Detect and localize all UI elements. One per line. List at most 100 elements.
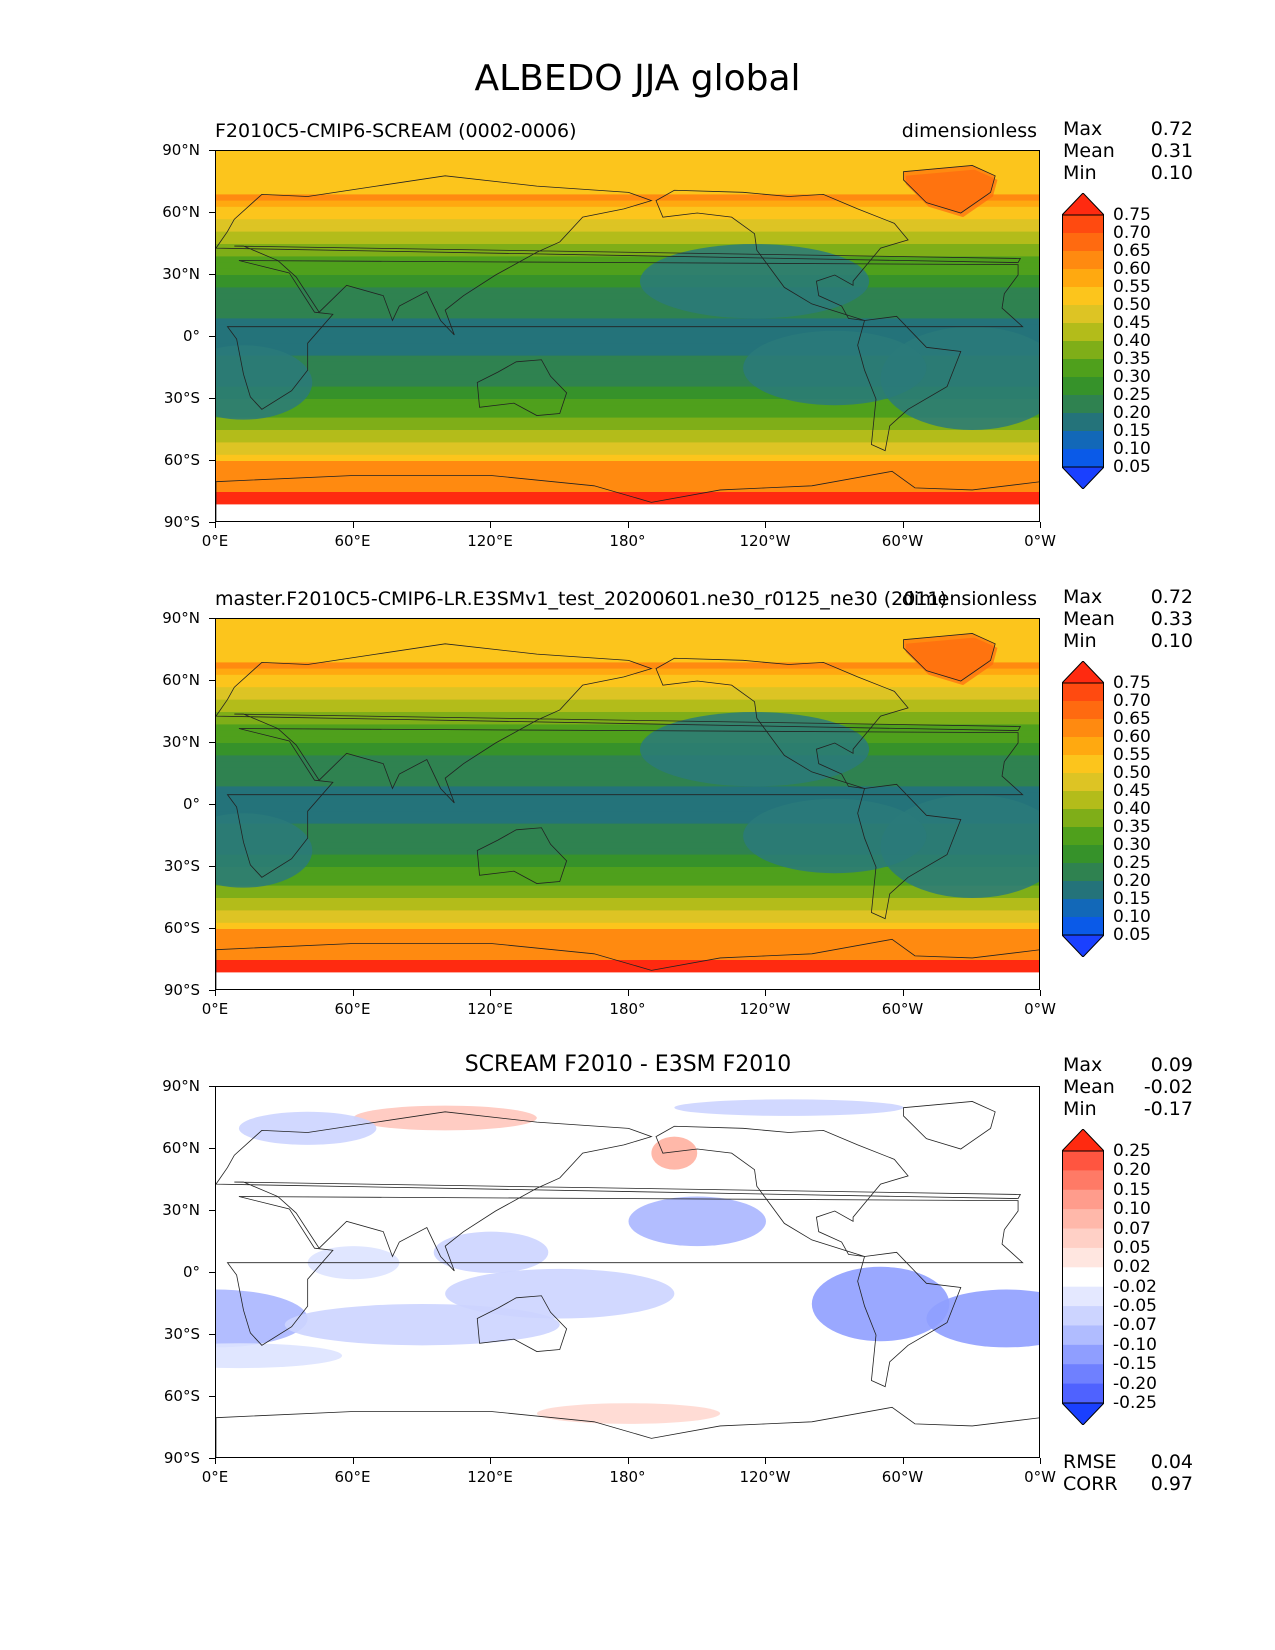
colorbar-tick-label: 0.35 xyxy=(1113,349,1151,369)
colorbar-tick-label: 0.70 xyxy=(1113,223,1151,243)
map-plot-area xyxy=(215,150,1040,522)
colorbar-tick-label: 0.75 xyxy=(1113,205,1151,225)
colorbar-tick-label: 0.20 xyxy=(1113,403,1151,423)
colorbar-tick-label: 0.65 xyxy=(1113,709,1151,729)
map-svg xyxy=(216,1087,1039,1457)
stat-label: CORR xyxy=(1063,1473,1118,1495)
lat-tick-label: 30°N xyxy=(162,265,200,283)
lon-tick xyxy=(902,990,904,996)
lat-tick xyxy=(209,1458,215,1459)
colorbar-tick-label: 0.02 xyxy=(1113,1257,1151,1278)
map-panel-difference: SCREAM F2010 - E3SM F2010 xyxy=(0,1052,1275,1496)
stat-label: Mean xyxy=(1063,140,1115,162)
lon-tick xyxy=(765,1458,766,1464)
map-panel-test: F2010C5-CMIP6-SCREAM (0002-0006) dimensi… xyxy=(0,120,1275,560)
lat-tick xyxy=(209,742,215,743)
lon-tick-label: 0°E xyxy=(201,1468,229,1486)
lat-tick-label: 30°N xyxy=(162,1201,200,1219)
lat-tick-label: 90°N xyxy=(162,1077,200,1095)
stat-value: 0.10 xyxy=(1150,630,1193,652)
lon-tick xyxy=(490,990,491,996)
lat-tick-label: 60°S xyxy=(163,919,200,937)
stat-row: Min 0.10 xyxy=(1063,630,1193,652)
lat-tick xyxy=(209,336,215,337)
stat-label: RMSE xyxy=(1063,1451,1117,1473)
colorbar-tick-label: -0.02 xyxy=(1113,1276,1157,1297)
stat-label: Max xyxy=(1063,586,1103,608)
lat-tick xyxy=(209,928,215,929)
figure-title: ALBEDO JJA global xyxy=(474,58,801,99)
lat-tick-label: 90°S xyxy=(163,981,200,999)
lon-tick xyxy=(1040,1458,1041,1464)
panel-units: dimensionless xyxy=(901,120,1037,142)
lat-tick-label: 30°N xyxy=(162,733,200,751)
panel-center-title: SCREAM F2010 - E3SM F2010 xyxy=(464,1052,792,1077)
colorbar-tick-label: 0.55 xyxy=(1113,277,1151,297)
colorbar-tick-label: -0.15 xyxy=(1113,1354,1157,1375)
lat-tick xyxy=(209,150,215,151)
lat-tick-label: 30°S xyxy=(163,389,200,407)
stat-row: Min 0.10 xyxy=(1063,162,1193,184)
stat-row: Min -0.17 xyxy=(1063,1098,1193,1120)
colorbar-tick-label: -0.10 xyxy=(1113,1334,1157,1355)
colorbar-tick-label: 0.05 xyxy=(1113,457,1151,477)
stat-value: 0.97 xyxy=(1150,1473,1193,1495)
lon-tick xyxy=(352,990,354,996)
lat-tick xyxy=(209,804,215,805)
lat-tick-label: 90°N xyxy=(162,141,200,159)
lat-tick xyxy=(209,460,215,461)
lon-tick-label: 120°W xyxy=(739,532,791,550)
footer-stat-row: CORR 0.97 xyxy=(1063,1473,1193,1495)
lon-tick-label: 120°W xyxy=(739,1000,791,1018)
lat-tick xyxy=(209,680,215,681)
stat-label: Max xyxy=(1063,118,1103,140)
lon-tick-label: 180° xyxy=(609,1000,646,1018)
lat-tick-label: 60°S xyxy=(163,451,200,469)
colorbar-tick-label: 0.25 xyxy=(1113,1141,1151,1161)
colorbar-tick-label: 0.15 xyxy=(1113,889,1151,909)
stat-value: 0.72 xyxy=(1150,586,1193,608)
lon-tick xyxy=(627,990,629,996)
colorbar-tick-label: 0.10 xyxy=(1113,1199,1151,1220)
colorbar xyxy=(1060,192,1106,490)
colorbar-tick-label: 0.60 xyxy=(1113,727,1151,747)
stat-value: 0.72 xyxy=(1150,118,1193,140)
map-plot-area xyxy=(215,618,1040,990)
lon-tick xyxy=(1040,522,1041,528)
colorbar-tick-label: 0.05 xyxy=(1113,925,1151,945)
lon-tick-label: 60°E xyxy=(334,532,371,550)
colorbar-tick-label: 0.20 xyxy=(1113,871,1151,891)
stat-row: Max 0.09 xyxy=(1063,1054,1193,1076)
lon-tick xyxy=(215,990,216,996)
colorbar-tick-label: 0.50 xyxy=(1113,295,1151,315)
lon-tick-label: 60°W xyxy=(881,1468,924,1486)
lat-tick xyxy=(209,212,215,213)
colorbar-tick-label: 0.75 xyxy=(1113,673,1151,693)
colorbar-tick-label: 0.05 xyxy=(1113,1237,1151,1258)
stat-label: Max xyxy=(1063,1054,1103,1076)
lat-tick xyxy=(209,1272,215,1273)
colorbar-tick-label: 0.50 xyxy=(1113,763,1151,783)
lat-tick-label: 0° xyxy=(182,327,200,345)
stat-label: Mean xyxy=(1063,608,1115,630)
colorbar-tick-label: 0.40 xyxy=(1113,799,1151,819)
colorbar-tick-label: -0.07 xyxy=(1113,1315,1157,1336)
lon-tick-label: 60°E xyxy=(334,1468,371,1486)
lat-tick-label: 90°S xyxy=(163,1449,200,1467)
lat-tick xyxy=(209,1334,215,1335)
panel-left-title: master.F2010C5-CMIP6-LR.E3SMv1_test_2020… xyxy=(215,588,947,610)
lat-tick xyxy=(209,1396,215,1397)
colorbar-tick-label: 0.10 xyxy=(1113,439,1151,459)
lon-tick xyxy=(490,1458,491,1464)
colorbar-tick-label: -0.25 xyxy=(1113,1393,1157,1413)
lat-tick-label: 60°N xyxy=(162,203,200,221)
lat-tick xyxy=(209,398,215,399)
map-svg xyxy=(216,151,1039,521)
lon-tick-label: 120°E xyxy=(467,1000,513,1018)
colorbar-tick-label: 0.25 xyxy=(1113,853,1151,873)
colorbar-tick-label: 0.10 xyxy=(1113,907,1151,927)
panel-units: dimensionless xyxy=(901,588,1037,610)
lon-tick-label: 120°E xyxy=(467,532,513,550)
lat-tick xyxy=(209,1210,215,1211)
stat-row: Mean 0.33 xyxy=(1063,608,1193,630)
